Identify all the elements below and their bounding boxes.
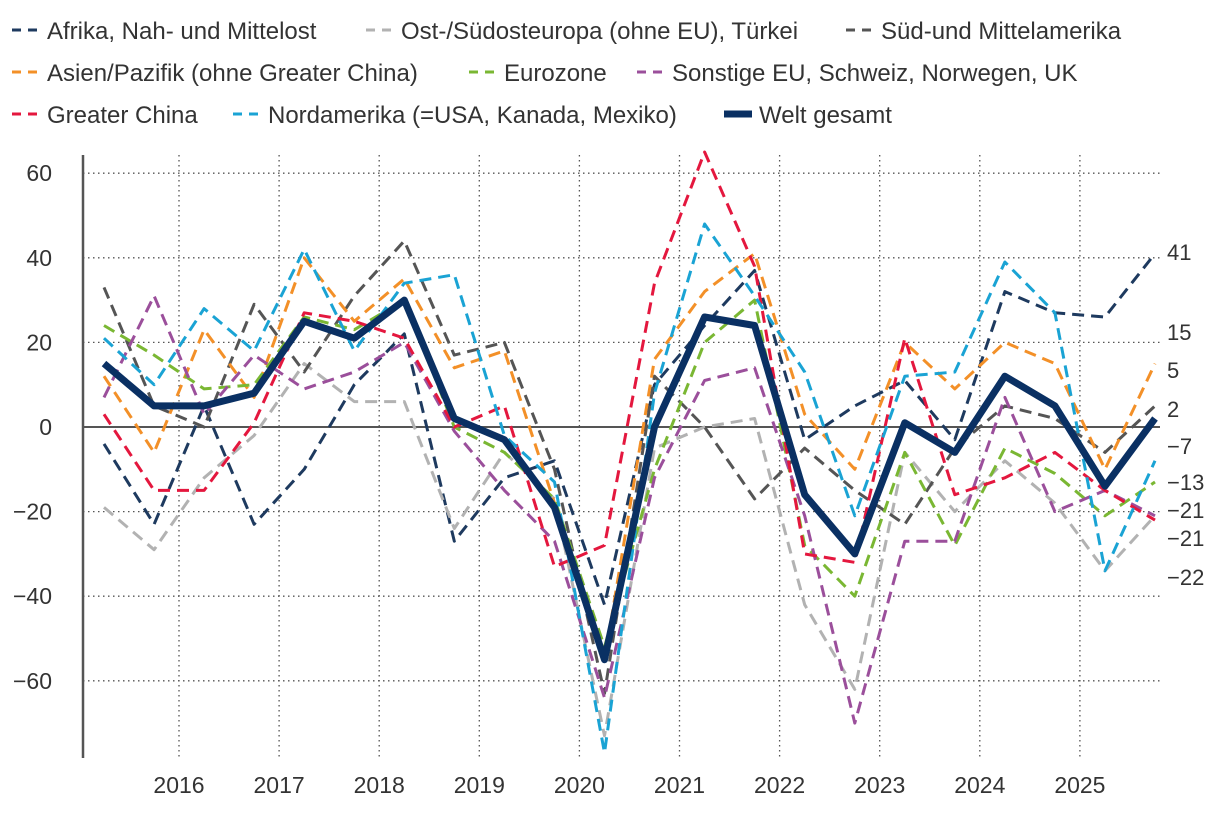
axes: 60 40 20 0 −20 −40 −60 2016 2017 2018 2019 2020 2021… bbox=[13, 155, 1160, 798]
series-line-7 bbox=[102, 222, 1157, 755]
y-tick-label-1: 40 bbox=[26, 245, 52, 271]
y-tick-label-2: 20 bbox=[26, 329, 52, 355]
x-tick-label-8: 2024 bbox=[954, 772, 1005, 798]
gridlines bbox=[83, 155, 1160, 758]
legend-label-2: Süd-und Mittelamerika bbox=[881, 18, 1122, 45]
x-tick-label-4: 2020 bbox=[554, 772, 605, 798]
end-label-0: 41 bbox=[1167, 240, 1191, 265]
end-value-labels: 41 15 5 2 −7 −13 −21 −21 −22 bbox=[1167, 240, 1204, 590]
y-tick-label-5: −40 bbox=[13, 583, 52, 609]
x-tick-label-0: 2016 bbox=[153, 772, 204, 798]
end-label-6: −21 bbox=[1167, 498, 1204, 523]
x-tick-label-1: 2017 bbox=[254, 772, 305, 798]
end-label-4: −7 bbox=[1167, 434, 1192, 459]
legend: Afrika, Nah- und Mittelost Ost-/Südosteur… bbox=[12, 18, 1122, 129]
series-line-5 bbox=[102, 294, 1156, 725]
y-tick-label-6: −60 bbox=[13, 668, 52, 694]
series-line-4 bbox=[103, 298, 1156, 649]
legend-label-6: Greater China bbox=[47, 102, 198, 129]
x-tick-label-5: 2021 bbox=[654, 772, 705, 798]
x-tick-label-7: 2023 bbox=[854, 772, 905, 798]
end-label-3: 2 bbox=[1167, 397, 1179, 422]
series-lines bbox=[101, 150, 1158, 755]
series-line-8 bbox=[101, 296, 1158, 664]
legend-label-0: Afrika, Nah- und Mittelost bbox=[47, 18, 317, 45]
series-line-2 bbox=[102, 239, 1157, 695]
series-line-3 bbox=[102, 252, 1157, 662]
legend-label-3: Asien/Pazifik (ohne Greater China) bbox=[47, 60, 418, 87]
end-label-8: −22 bbox=[1167, 565, 1204, 590]
end-label-5: −13 bbox=[1167, 470, 1204, 495]
legend-label-5: Sonstige EU, Schweiz, Norwegen, UK bbox=[672, 60, 1078, 87]
y-tick-label-0: 60 bbox=[26, 160, 52, 186]
x-tick-label-2: 2018 bbox=[354, 772, 405, 798]
end-label-1: 15 bbox=[1167, 320, 1191, 345]
x-tick-label-3: 2019 bbox=[454, 772, 505, 798]
y-tick-label-3: 0 bbox=[39, 414, 52, 440]
end-label-2: 5 bbox=[1167, 358, 1179, 383]
legend-label-1: Ost-/Südosteuropa (ohne EU), Türkei bbox=[401, 18, 798, 45]
x-tick-label-9: 2025 bbox=[1054, 772, 1105, 798]
y-tick-label-4: −20 bbox=[13, 499, 52, 525]
legend-label-4: Eurozone bbox=[504, 60, 607, 87]
series-line-6 bbox=[102, 150, 1156, 569]
legend-label-7: Nordamerika (=USA, Kanada, Mexiko) bbox=[268, 102, 677, 129]
end-label-7: −21 bbox=[1167, 526, 1204, 551]
x-tick-label-6: 2022 bbox=[754, 772, 805, 798]
legend-label-8: Welt gesamt bbox=[759, 102, 892, 129]
